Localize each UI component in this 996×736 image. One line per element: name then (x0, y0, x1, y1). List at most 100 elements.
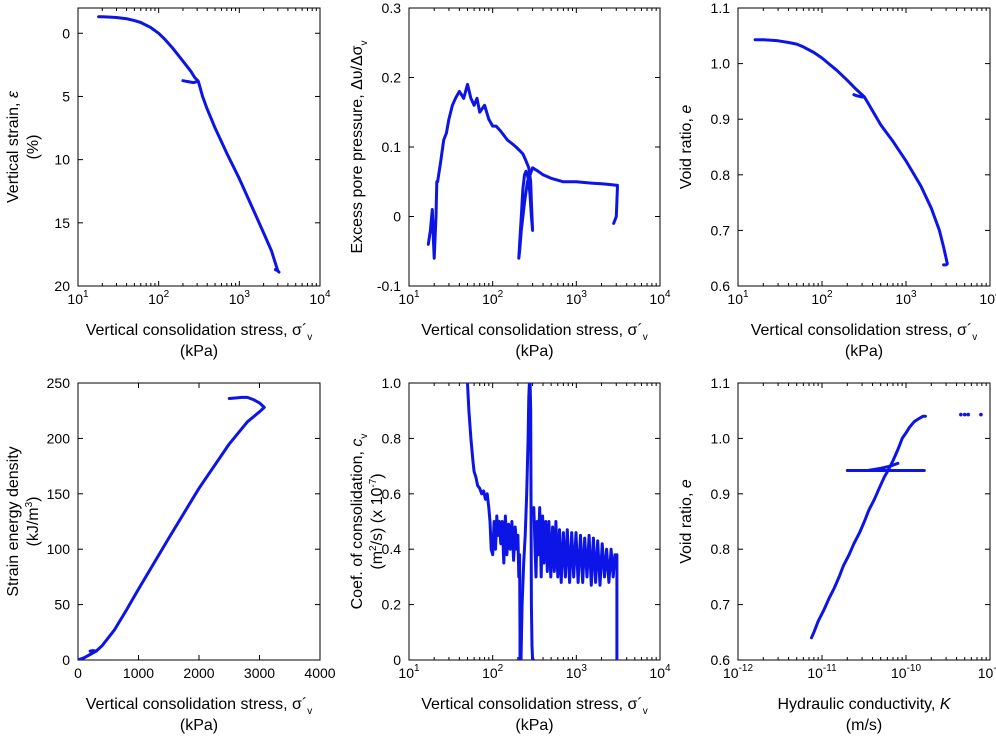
y-axis-label: Void ratio, e (678, 479, 695, 564)
x-tick-label: 10-12 (723, 663, 753, 681)
y-tick-label: 0.4 (382, 541, 402, 557)
x-tick-label: 104 (309, 289, 331, 307)
x-tick-label: 10-10 (891, 663, 921, 681)
data-series-line (426, 82, 619, 260)
x-tick-label: 104 (649, 289, 671, 307)
x-tick-label: 102 (811, 289, 833, 307)
y-tick-label: 0.8 (711, 167, 731, 183)
x-tick-label: 102 (482, 289, 504, 307)
y-axis-label: Vertical strain, ε (5, 90, 22, 203)
y-tick-label: 1.0 (711, 56, 731, 72)
y-tick-label: 0.9 (711, 486, 731, 502)
plot-frame (737, 382, 991, 661)
x-tick-label: 104 (979, 289, 996, 307)
y-tick-label: 0.2 (382, 70, 402, 86)
x-axis-unit: (m/s) (846, 717, 882, 734)
x-tick-label: 3000 (244, 665, 275, 681)
data-series-line (78, 395, 266, 660)
x-tick-label: 10-11 (807, 663, 837, 681)
chart-panel-4: 0 1000 2000 3000 4000 0 50 100 150 200 250 Vertical… (5, 375, 336, 734)
y-axis-label: Strain energy density (5, 446, 22, 596)
y-tick-label: 20 (54, 278, 70, 294)
y-tick-label: 50 (54, 597, 70, 613)
plot-frame (737, 7, 991, 287)
data-series-line (88, 649, 98, 653)
data-point (959, 412, 963, 417)
x-tick-label: 101 (67, 289, 89, 307)
y-tick-label: 0.6 (382, 486, 402, 502)
y-tick-label: 10 (54, 152, 70, 168)
data-point (966, 412, 970, 417)
y-tick-label: 1.1 (711, 375, 731, 391)
x-tick-label: 102 (148, 289, 170, 307)
data-series-line (532, 506, 619, 660)
y-tick-label: 0.7 (711, 222, 731, 238)
y-axis-unit: (m2/s) (x 10-7) (368, 473, 386, 569)
data-series-line (519, 383, 536, 660)
chart-panel-5: 101 102 103 104 0 0.2 0.4 0.6 0.8 1.0 Vertical con… (349, 375, 671, 734)
x-tick-label: 103 (566, 289, 588, 307)
y-axis-label: Coef. of consolidation, cv (349, 434, 370, 610)
y-tick-label: 1.1 (711, 0, 731, 16)
y-tick-label: 200 (47, 430, 71, 446)
y-tick-label: 0 (62, 652, 70, 668)
x-axis-label: Vertical consolidation stress, σ´v (751, 322, 978, 343)
y-tick-label: 0.3 (382, 0, 402, 16)
x-tick-label: 103 (229, 289, 251, 307)
y-tick-label: 0.1 (382, 139, 402, 155)
x-axis-label: Vertical consolidation stress, σ´v (421, 322, 648, 343)
data-series-line (852, 93, 866, 99)
y-tick-label: 1.0 (382, 375, 402, 391)
chart-panel-6: 10-12 10-11 10-10 10-9 0.6 0.7 0.8 0.9 1.0 1.1 Hyd… (678, 375, 996, 734)
y-tick-label: 250 (47, 375, 71, 391)
y-tick-label: 0 (393, 209, 401, 225)
y-tick-label: 0.6 (711, 652, 731, 668)
x-tick-label: 103 (895, 289, 917, 307)
data-series-line (466, 383, 523, 660)
data-series-line (97, 15, 281, 274)
x-tick-label: 1000 (123, 665, 154, 681)
x-tick-label: 101 (398, 663, 420, 681)
x-tick-label: 2000 (183, 665, 214, 681)
chart-panel-3: 101 102 103 104 0.6 0.7 0.8 0.9 1.0 1.1 Vertical c… (678, 0, 996, 360)
x-tick-label: 0 (74, 665, 82, 681)
x-axis-unit: (kPa) (515, 343, 553, 360)
x-axis-label: Hydraulic conductivity, K (777, 696, 951, 713)
x-axis-unit: (kPa) (845, 343, 883, 360)
x-tick-label: 104 (649, 663, 671, 681)
y-tick-label: -0.1 (377, 278, 401, 294)
y-tick-label: 0.8 (382, 430, 402, 446)
x-axis-label: Vertical consolidation stress, σ´v (421, 696, 648, 717)
x-tick-label: 103 (566, 663, 588, 681)
x-axis-unit: (kPa) (180, 717, 218, 734)
y-tick-label: 100 (47, 541, 71, 557)
data-series-line (753, 38, 949, 267)
y-tick-label: 1.0 (711, 430, 731, 446)
chart-panel-2: 101 102 103 104 -0.1 0 0.1 0.2 0.3 Vertical conso… (349, 0, 671, 360)
y-tick-label: 0.7 (711, 597, 731, 613)
x-axis-label: Vertical consolidation stress, σ´v (86, 696, 313, 717)
x-tick-label: 101 (398, 289, 420, 307)
y-tick-label: 15 (54, 215, 70, 231)
plot-frame (77, 382, 321, 661)
x-tick-label: 10-9 (978, 663, 996, 681)
x-tick-label: 101 (727, 289, 749, 307)
y-axis-label: Excess pore pressure, Δυ/Δσv (349, 40, 370, 253)
y-axis-unit: (kJ/m3) (24, 497, 42, 547)
y-tick-label: 150 (47, 486, 71, 502)
plot-frame (408, 7, 661, 287)
data-point (962, 412, 967, 417)
plot-frame (77, 7, 321, 287)
chart-panel-1: 101 102 103 104 0 5 10 15 20 Vertical consolidati… (5, 7, 331, 360)
data-series-line (866, 461, 900, 472)
y-tick-label: 0 (62, 25, 70, 41)
y-tick-label: 5 (62, 88, 70, 104)
data-series-line (810, 414, 927, 640)
y-tick-label: 0.9 (711, 111, 731, 127)
y-tick-label: 0.2 (382, 597, 402, 613)
y-axis-unit: (%) (25, 135, 42, 160)
y-tick-label: 0 (393, 652, 401, 668)
x-axis-unit: (kPa) (515, 717, 553, 734)
x-tick-label: 4000 (304, 665, 335, 681)
